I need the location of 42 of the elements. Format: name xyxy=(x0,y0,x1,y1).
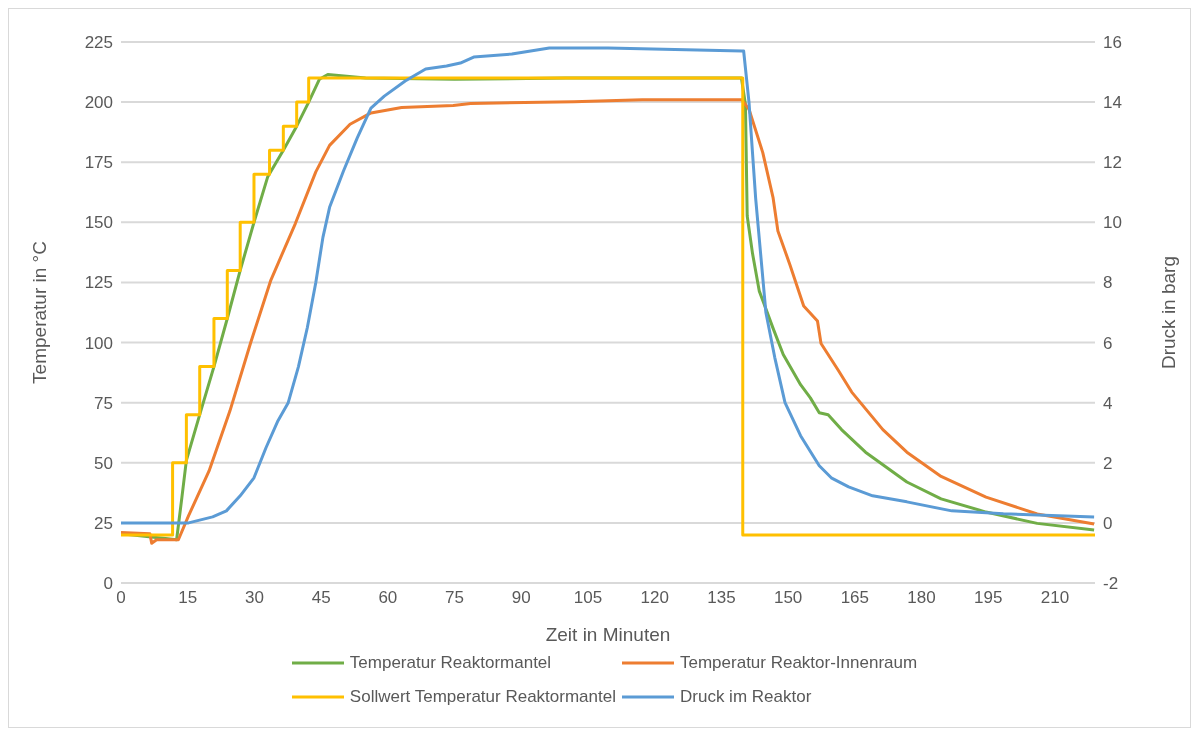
y2-axis-title: Druck in barg xyxy=(1157,256,1179,369)
x-tick-label: 30 xyxy=(244,588,264,608)
y-tick-label: 200 xyxy=(84,93,113,113)
x-tick-label: 15 xyxy=(178,588,198,608)
y2-tick-label: 12 xyxy=(1103,153,1122,173)
y-tick-label: 225 xyxy=(84,33,113,53)
y-tick-label: 125 xyxy=(84,273,113,293)
x-tick-label: 180 xyxy=(907,588,936,608)
x-axis-title: Zeit in Minuten xyxy=(545,624,671,645)
x-tick-label: 150 xyxy=(773,588,803,608)
legend-label: Temperatur Reaktor-Innenraum xyxy=(679,653,918,673)
y2-tick-label: 10 xyxy=(1103,213,1122,233)
x-tick-label: 135 xyxy=(707,588,736,608)
x-tick-label: 75 xyxy=(445,588,465,608)
x-tick-label: 105 xyxy=(573,588,603,608)
legend-label: Sollwert Temperatur Reaktormantel xyxy=(349,687,616,707)
y2-tick-label: 14 xyxy=(1103,93,1122,113)
y-tick-label: 75 xyxy=(94,393,113,413)
x-tick-label: 120 xyxy=(640,588,669,608)
x-tick-label: 90 xyxy=(511,588,531,608)
legend-label: Druck im Reaktor xyxy=(679,687,812,707)
y2-tick-label: -2 xyxy=(1103,574,1119,594)
x-tick-label: 60 xyxy=(378,588,398,608)
y2-tick-label: 0 xyxy=(1103,513,1113,533)
y-tick-label: 150 xyxy=(84,213,113,233)
legend-label: Temperatur Reaktormantel xyxy=(349,653,552,673)
y-tick-label: 100 xyxy=(84,333,113,353)
y2-tick-label: 8 xyxy=(1103,273,1113,293)
y2-tick-label: 4 xyxy=(1103,393,1113,413)
y-tick-label: 25 xyxy=(94,513,113,533)
y-tick-label: 50 xyxy=(94,453,113,473)
y2-tick-label: 16 xyxy=(1103,33,1122,53)
x-tick-label: 195 xyxy=(974,588,1003,608)
x-tick-label: 165 xyxy=(840,588,870,608)
y-tick-label: 175 xyxy=(84,153,113,173)
y2-tick-label: 6 xyxy=(1103,333,1113,353)
x-tick-label: 210 xyxy=(1040,588,1070,608)
y2-tick-label: 2 xyxy=(1103,453,1113,473)
y-axis-title: Temperatur in °C xyxy=(28,241,50,384)
y-tick-label: 0 xyxy=(103,574,113,594)
x-tick-label: 45 xyxy=(311,588,331,608)
x-tick-label: 0 xyxy=(116,588,126,608)
